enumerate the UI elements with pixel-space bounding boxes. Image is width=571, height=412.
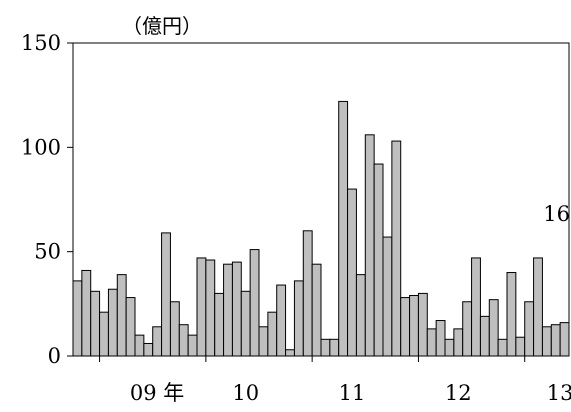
- bar: [99, 311, 109, 357]
- bar: [302, 230, 313, 357]
- bar: [338, 100, 349, 357]
- bar: [116, 274, 127, 357]
- x-tick-label: 12: [445, 381, 472, 405]
- x-tick-label: 11: [339, 381, 366, 405]
- x-tick-label: 09 年: [130, 381, 184, 405]
- y-tick-label: 0: [48, 344, 61, 368]
- bar: [417, 292, 428, 357]
- bar: [426, 328, 437, 357]
- bar: [541, 326, 552, 357]
- data-label: 16: [543, 202, 570, 226]
- y-tick-label: 50: [34, 240, 61, 264]
- bar: [444, 338, 455, 357]
- bar: [515, 336, 526, 357]
- bar: [169, 301, 180, 357]
- bar: [223, 263, 233, 357]
- bar: [497, 338, 508, 357]
- bar: [161, 232, 171, 357]
- bar: [364, 134, 375, 357]
- bar: [471, 257, 481, 357]
- bar: [347, 188, 357, 357]
- bar: [285, 349, 295, 357]
- bar: [178, 324, 189, 357]
- bar: [329, 338, 340, 357]
- bar: [373, 163, 384, 357]
- bar: [382, 236, 393, 357]
- bar: [391, 140, 402, 357]
- bar: [435, 320, 446, 357]
- bar: [107, 288, 118, 357]
- bar: [205, 259, 216, 357]
- bar: [267, 311, 278, 357]
- bar: [559, 322, 570, 357]
- y-tick-label: 100: [21, 135, 61, 159]
- plot-frame: [72, 42, 570, 357]
- bar: [258, 326, 269, 357]
- bars-group: [72, 100, 570, 357]
- bar: [533, 257, 543, 357]
- x-axis: 09 年 10 11 12 13: [99, 356, 571, 405]
- bar: [125, 297, 136, 357]
- bar: [400, 297, 411, 357]
- bar: [311, 263, 322, 357]
- bar: [320, 338, 331, 357]
- annotations-group: 16: [543, 202, 570, 226]
- bar: [134, 334, 145, 357]
- bar: [90, 290, 101, 357]
- bar: [479, 315, 490, 357]
- bar: [550, 324, 561, 357]
- bar: [462, 301, 473, 357]
- x-tick-label: 10: [232, 381, 259, 405]
- bar: [524, 301, 535, 357]
- bar: [214, 292, 225, 357]
- bar: [249, 249, 260, 357]
- bar: [453, 328, 464, 357]
- y-axis: 0 50 100 150: [21, 31, 73, 368]
- bar: [231, 261, 242, 357]
- bar: [355, 274, 366, 357]
- bar: [81, 269, 92, 357]
- bar: [187, 334, 198, 357]
- x-tick-label: 13: [547, 381, 571, 405]
- unit-label: （億円）: [122, 14, 202, 38]
- bar: [72, 280, 83, 357]
- y-tick-label: 150: [21, 31, 61, 55]
- bar: [196, 257, 207, 357]
- bar: [240, 290, 251, 357]
- bar: [143, 342, 154, 357]
- bar: [409, 294, 419, 357]
- bar: [152, 326, 163, 357]
- bar: [506, 272, 517, 357]
- bar: [488, 299, 499, 357]
- bar: [276, 284, 287, 357]
- bar: [293, 280, 304, 357]
